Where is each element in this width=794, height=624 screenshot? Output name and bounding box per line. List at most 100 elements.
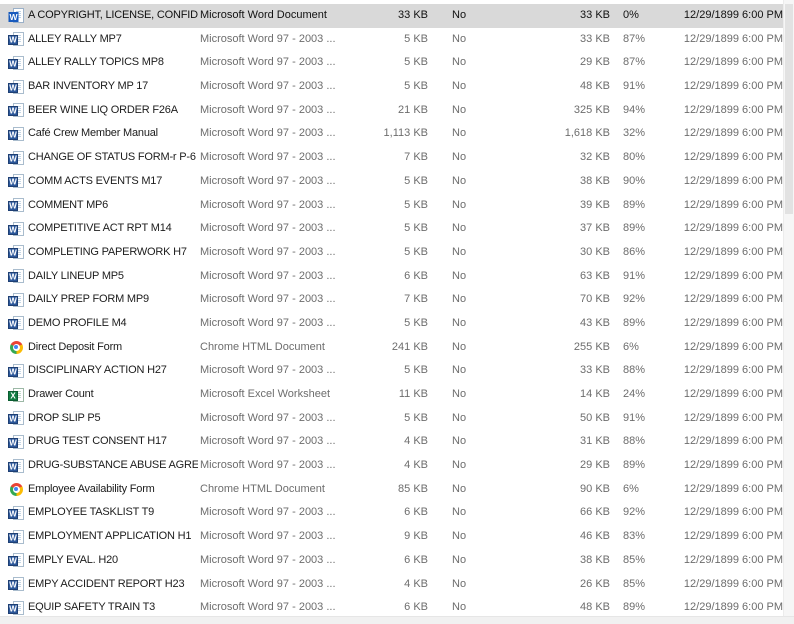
file-size: 33 KB [580,32,610,45]
date-modified: 12/29/1899 6:00 PM [683,245,783,258]
compressed-size: 5 KB [404,32,428,45]
file-row[interactable]: W COMPETITIVE ACT RPT M14 Microsoft Word… [0,217,783,241]
vertical-scrollbar-thumb[interactable] [785,4,793,214]
word-97-icon: W [8,55,24,71]
file-row[interactable]: W EMPLOYEE TASKLIST T9 Microsoft Word 97… [0,501,783,526]
file-size: 32 KB [580,151,610,164]
compression-ratio: 88% [623,435,646,448]
file-size: 48 KB [580,80,610,93]
file-row[interactable]: X Drawer Count Microsoft Excel Worksheet… [0,383,783,407]
file-row[interactable]: W BEER WINE LIQ ORDER F26A Microsoft Wor… [0,98,783,123]
svg-text:W: W [9,581,17,590]
file-name: DRUG-SUBSTANCE ABUSE AGREE ... [28,459,198,472]
compressed-size: 5 KB [404,364,428,377]
chrome-icon [8,481,24,497]
file-row[interactable]: Employee Availability Form Chrome HTML D… [0,477,783,502]
file-row[interactable]: W ALLEY RALLY MP7 Microsoft Word 97 - 20… [0,27,783,52]
file-name: EMPY ACCIDENT REPORT H23 [28,577,185,590]
file-list: W A COPYRIGHT, LICENSE, CONFIDE... Micro… [0,4,794,620]
svg-text:X: X [10,391,16,400]
compression-ratio: 0% [623,9,639,21]
file-type: Microsoft Word 97 - 2003 ... [200,32,336,45]
file-name: COMPLETING PAPERWORK H7 [28,245,187,258]
file-size: 90 KB [580,482,610,495]
compression-ratio: 89% [623,601,646,614]
file-type: Microsoft Word 97 - 2003 ... [200,577,336,590]
date-modified: 12/29/1899 6:00 PM [683,198,783,211]
file-row[interactable]: W EMPLOYMENT APPLICATION H1 Microsoft Wo… [0,525,783,549]
file-type: Microsoft Word 97 - 2003 ... [200,293,336,306]
svg-text:W: W [9,415,17,424]
file-size: 325 KB [573,103,610,116]
date-modified: 12/29/1899 6:00 PM [683,577,783,590]
file-row[interactable]: W DRUG TEST CONSENT H17 Microsoft Word 9… [0,430,783,455]
password-protected: No [452,293,467,306]
file-name: ALLEY RALLY TOPICS MP8 [28,56,164,69]
file-row[interactable]: W DISCIPLINARY ACTION H27 Microsoft Word… [0,359,783,383]
file-row[interactable]: W DRUG-SUBSTANCE ABUSE AGREE ... Microso… [0,454,783,478]
word-modern-icon: W [8,7,24,24]
file-type: Microsoft Word 97 - 2003 ... [200,151,336,164]
file-row[interactable]: W DROP SLIP P5 Microsoft Word 97 - 2003 … [0,406,783,431]
password-protected: No [452,198,467,211]
password-protected: No [452,32,467,45]
svg-text:W: W [9,438,17,447]
svg-text:W: W [9,320,17,329]
file-row[interactable]: W COMPLETING PAPERWORK H7 Microsoft Word… [0,240,783,265]
file-name: DAILY PREP FORM MP9 [28,293,149,306]
file-name: COMMENT MP6 [28,198,109,211]
file-type: Microsoft Word 97 - 2003 ... [200,80,336,93]
file-row[interactable]: W COMM ACTS EVENTS M17 Microsoft Word 97… [0,169,783,194]
file-size: 46 KB [580,530,610,543]
file-type: Microsoft Word 97 - 2003 ... [200,245,336,258]
file-size: 14 KB [580,388,610,400]
compressed-size: 4 KB [404,435,428,448]
date-modified: 12/29/1899 6:00 PM [683,364,783,377]
file-row[interactable]: W BAR INVENTORY MP 17 Microsoft Word 97 … [0,75,783,99]
file-type: Chrome HTML Document [200,340,325,353]
file-type: Microsoft Word 97 - 2003 ... [200,553,336,566]
word-97-icon: W [8,600,24,616]
svg-text:W: W [9,225,17,234]
word-97-icon: W [8,363,24,379]
file-row[interactable]: W EMPLY EVAL. H20 Microsoft Word 97 - 20… [0,548,783,573]
compression-ratio: 85% [623,553,646,566]
svg-text:W: W [9,107,17,116]
compressed-size: 5 KB [404,80,428,93]
file-row[interactable]: W CHANGE OF STATUS FORM-r P-6 H... Micro… [0,146,783,170]
file-row[interactable]: W EMPY ACCIDENT REPORT H23 Microsoft Wor… [0,572,783,597]
file-size: 33 KB [580,9,610,21]
file-row[interactable]: W DAILY PREP FORM MP9 Microsoft Word 97 … [0,288,783,312]
date-modified: 12/29/1899 6:00 PM [683,269,783,282]
word-97-icon: W [8,434,24,450]
date-modified: 12/29/1899 6:00 PM [683,222,783,235]
date-modified: 12/29/1899 6:00 PM [683,56,783,69]
compression-ratio: 6% [623,340,639,353]
compression-ratio: 85% [623,577,646,590]
file-size: 63 KB [580,269,610,282]
file-row[interactable]: W COMMENT MP6 Microsoft Word 97 - 2003 .… [0,193,783,218]
compressed-size: 4 KB [404,459,428,472]
file-type: Microsoft Word 97 - 2003 ... [200,530,336,543]
file-row[interactable]: W EQUIP SAFETY TRAIN T3 Microsoft Word 9… [0,596,783,620]
password-protected: No [452,506,467,519]
file-type: Chrome HTML Document [200,482,325,495]
file-row[interactable]: W Café Crew Member Manual Microsoft Word… [0,122,783,147]
vertical-scrollbar[interactable] [783,0,794,624]
word-97-icon: W [8,221,24,237]
file-name: Employee Availability Form [28,482,155,495]
file-size: 29 KB [580,56,610,69]
svg-text:W: W [9,533,17,542]
file-size: 48 KB [580,601,610,614]
compression-ratio: 87% [623,56,646,69]
file-row[interactable]: W DEMO PROFILE M4 Microsoft Word 97 - 20… [0,311,783,336]
file-row[interactable]: W A COPYRIGHT, LICENSE, CONFIDE... Micro… [0,4,783,28]
horizontal-scrollbar[interactable] [0,616,794,624]
file-size: 26 KB [580,577,610,590]
file-row[interactable]: W ALLEY RALLY TOPICS MP8 Microsoft Word … [0,51,783,76]
word-97-icon: W [8,529,24,545]
file-row[interactable]: W DAILY LINEUP MP5 Microsoft Word 97 - 2… [0,264,783,289]
date-modified: 12/29/1899 6:00 PM [683,388,783,400]
file-row[interactable]: Direct Deposit Form Chrome HTML Document… [0,335,783,360]
password-protected: No [452,9,467,21]
